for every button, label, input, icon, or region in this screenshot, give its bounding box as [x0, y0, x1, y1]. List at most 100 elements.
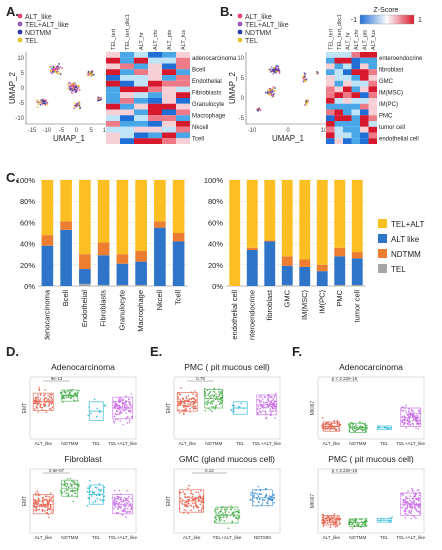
legend-dot [17, 21, 23, 27]
c-bar-segment [351, 180, 363, 253]
box-point [417, 428, 420, 430]
box-point [114, 501, 116, 504]
umap-point [72, 89, 74, 92]
box-point [73, 396, 75, 398]
box-point [212, 400, 215, 402]
box-point [127, 406, 129, 408]
box-point [270, 411, 273, 413]
c-bar-segment [316, 264, 328, 272]
box-point [321, 521, 323, 524]
umap-y-tick: -5 [19, 101, 25, 107]
box-point [322, 525, 325, 527]
c-y-tick: 100% [204, 176, 224, 185]
box-point [406, 422, 409, 425]
box-point [259, 400, 261, 403]
umap-point [51, 72, 53, 75]
box-point [113, 507, 115, 510]
umap-x-label: UMAP_1 [53, 134, 86, 143]
box-point [129, 411, 132, 413]
heatmap-cell [368, 69, 377, 75]
umap-point [73, 102, 76, 105]
box-point [211, 403, 214, 405]
box-point [130, 505, 133, 507]
box-point [113, 505, 116, 507]
legend-dot [17, 37, 23, 43]
c-bar-segment [264, 240, 276, 242]
heatmap-cell [351, 103, 360, 110]
box-point [336, 423, 339, 425]
c-bar-segment [97, 242, 110, 256]
heatmap-col-label: ALT_pts [167, 30, 173, 50]
box-point [210, 400, 213, 403]
box-point [415, 427, 417, 429]
heatmap-cell [106, 138, 120, 144]
box-point [87, 487, 89, 489]
heatmap-cell [326, 63, 335, 70]
box-point [411, 505, 413, 507]
box-point [191, 397, 194, 399]
box-group-label: NDTMM [254, 535, 271, 540]
box-point [352, 425, 354, 427]
box-point [325, 518, 327, 520]
umap-point [93, 73, 95, 76]
heatmap-cell [351, 52, 360, 58]
umap-point [77, 87, 79, 89]
heatmap-cell [176, 138, 190, 144]
umap-point [48, 66, 51, 68]
umap-point [273, 93, 275, 95]
box-point [223, 515, 225, 517]
box-point [120, 507, 122, 509]
box-point [409, 505, 411, 507]
heatmap-cell [106, 80, 120, 87]
heatmap-cell [343, 63, 352, 70]
heatmap-cell [120, 115, 134, 121]
box-point [36, 490, 39, 492]
box-point [213, 406, 215, 408]
box-point [195, 395, 197, 398]
box-point [90, 412, 92, 415]
heatmap-cell [343, 98, 352, 104]
c-bar-segment [172, 180, 185, 233]
umap-point [270, 66, 273, 69]
pval-label: p < 2.22e-16 [332, 376, 358, 381]
box-point [271, 396, 273, 399]
box-point [414, 506, 416, 509]
box-group-label: ALT_like [34, 535, 52, 540]
panel-b-letter: B. [220, 4, 233, 19]
c-bar-segment [116, 263, 129, 285]
c-bar-segment [281, 265, 293, 285]
box-point [406, 507, 408, 510]
box-point [127, 410, 130, 412]
heatmap-row-label: GMC [379, 79, 394, 85]
heatmap-cell [148, 69, 162, 75]
box-point [188, 498, 190, 501]
box-point [39, 400, 41, 402]
box-point [348, 523, 350, 525]
c-category-label: tumor cell [352, 290, 361, 323]
box-point [192, 493, 194, 496]
heatmap-cell [360, 80, 369, 87]
box-point [405, 404, 407, 407]
c-bar-segment [316, 271, 328, 286]
box-point [115, 413, 117, 416]
box-point [191, 502, 194, 505]
heatmap-cell [334, 69, 343, 75]
box-point [209, 390, 212, 393]
box-point [37, 497, 40, 500]
box-point [43, 395, 45, 397]
box-point [403, 422, 405, 425]
box-point [209, 408, 212, 411]
box-point [189, 504, 191, 506]
box-point [402, 423, 405, 426]
heatmap-cell [106, 103, 120, 110]
box-point [125, 516, 127, 518]
heatmap-cell [334, 103, 343, 110]
box-point [128, 403, 131, 405]
heatmap-cell [106, 109, 120, 116]
box-point [366, 525, 368, 527]
box-plot-area [29, 468, 137, 534]
heatmap-cell [120, 92, 134, 98]
box-point [333, 515, 335, 518]
box-point [269, 496, 272, 498]
box-point [42, 496, 45, 499]
